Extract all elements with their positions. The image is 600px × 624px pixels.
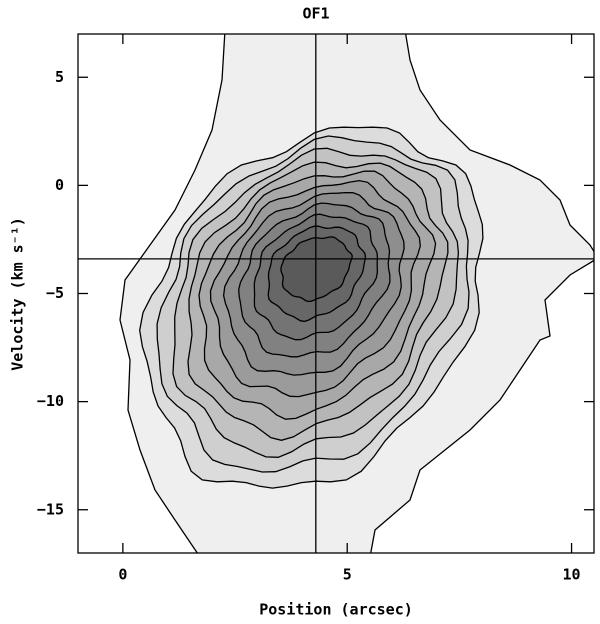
y-tick-label: −5 xyxy=(46,284,64,302)
contour xyxy=(280,236,353,303)
x-tick-label: 5 xyxy=(343,566,352,584)
y-tick-label: 0 xyxy=(55,176,64,194)
contour-map xyxy=(78,34,594,553)
x-tick-label: 0 xyxy=(118,566,127,584)
x-axis-label: Position (arcsec) xyxy=(259,601,413,619)
x-tick-label: 10 xyxy=(563,566,581,584)
y-tick-label: −10 xyxy=(37,392,64,410)
y-tick-label: 5 xyxy=(55,68,64,86)
chart-title: OF1 xyxy=(302,5,329,23)
y-tick-label: −15 xyxy=(37,500,64,518)
y-axis-label: Velocity (km s⁻¹) xyxy=(9,217,27,371)
